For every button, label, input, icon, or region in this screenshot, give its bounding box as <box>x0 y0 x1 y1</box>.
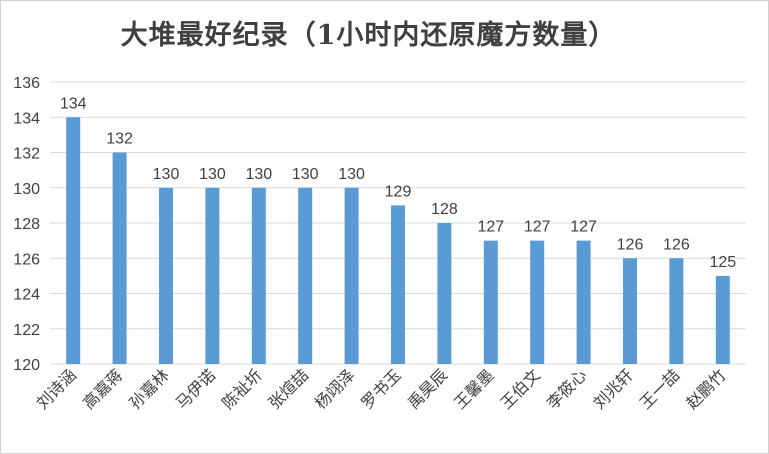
data-label: 126 <box>617 236 644 253</box>
bar <box>344 187 359 364</box>
data-label: 125 <box>709 254 736 271</box>
x-tick-label: 王一喆 <box>636 365 683 412</box>
bar <box>66 117 81 364</box>
bar <box>715 275 730 364</box>
y-tick-label: 132 <box>13 146 40 163</box>
x-tick-label: 陈祉圻 <box>218 365 265 412</box>
y-tick-label: 120 <box>13 357 40 374</box>
data-label: 130 <box>199 166 226 183</box>
x-tick-label: 赵鹏竹 <box>682 365 729 412</box>
bar <box>112 152 127 364</box>
x-tick-label: 杨翊泽 <box>311 365 358 412</box>
y-tick-label: 136 <box>13 75 40 92</box>
x-tick-label: 高嘉蒋 <box>79 365 126 412</box>
y-tick-label: 128 <box>13 216 40 233</box>
bar <box>251 187 266 364</box>
data-label: 127 <box>477 219 504 236</box>
data-label: 130 <box>292 166 319 183</box>
x-tick-label: 李筱心 <box>543 365 590 412</box>
bar <box>159 187 173 364</box>
data-label: 134 <box>60 95 87 112</box>
x-tick-label: 刘兆轩 <box>589 365 636 412</box>
bar <box>530 240 545 364</box>
data-label: 127 <box>524 219 551 236</box>
bar <box>623 258 637 364</box>
data-label: 130 <box>245 166 272 183</box>
y-tick-label: 130 <box>13 181 40 198</box>
data-label: 130 <box>338 166 365 183</box>
bar <box>205 187 220 364</box>
y-tick-label: 124 <box>13 287 40 304</box>
x-tick-label: 马伊诺 <box>172 365 219 412</box>
x-tick-label: 罗书玉 <box>357 365 404 412</box>
bar <box>298 187 313 364</box>
chart-title: 大堆最好纪录（1小时内还原魔方数量） <box>120 20 617 51</box>
data-label: 127 <box>570 219 597 236</box>
bar <box>437 223 452 364</box>
y-tick-label: 134 <box>13 110 40 127</box>
y-tick-label: 122 <box>13 322 40 339</box>
x-tick-label: 孙嘉林 <box>125 365 172 412</box>
bar <box>669 258 684 364</box>
data-label: 129 <box>385 183 412 200</box>
bar <box>576 240 591 364</box>
bar <box>483 240 498 364</box>
x-tick-label: 王馨墨 <box>450 365 497 412</box>
data-label: 126 <box>663 236 690 253</box>
x-tick-label: 禹昊辰 <box>404 365 451 412</box>
x-tick-label: 张煊喆 <box>265 365 312 412</box>
data-label: 130 <box>153 166 180 183</box>
y-tick-label: 126 <box>13 251 40 268</box>
data-label: 132 <box>106 131 133 148</box>
data-label: 128 <box>431 201 458 218</box>
bar <box>391 205 405 364</box>
x-tick-label: 王伯文 <box>497 365 544 412</box>
